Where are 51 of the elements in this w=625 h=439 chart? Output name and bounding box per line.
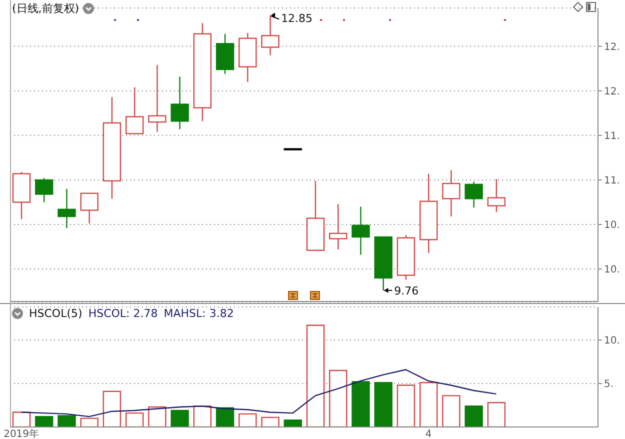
candlestick [329, 203, 348, 250]
y-tick-label: 10. [604, 264, 620, 276]
candlestick [148, 64, 166, 132]
bar [464, 406, 483, 427]
annotation: 12.85 [281, 12, 313, 26]
candlestick [58, 188, 76, 229]
bar [102, 390, 122, 427]
bar [396, 384, 416, 427]
bar [216, 407, 234, 427]
bar [374, 382, 392, 427]
bar [170, 410, 189, 427]
candlestick [35, 178, 54, 203]
y-tick-label: 11. [604, 175, 620, 186]
candlestick [352, 206, 370, 256]
bar [35, 416, 54, 427]
chart-title: HSCOL(5) [29, 307, 82, 320]
annotation: 9.76 [394, 284, 419, 298]
y-tick-label: 5. [604, 379, 614, 390]
candlestick [442, 170, 460, 218]
bar [261, 416, 280, 427]
candlestick [464, 181, 483, 208]
candlestick [80, 192, 98, 224]
bar [329, 370, 348, 427]
annotation: MAHSL: 3.82 [164, 307, 234, 320]
candlestick [125, 86, 144, 134]
annotation: HSCOL: 2.78 [88, 307, 158, 320]
y-tick-label: 10. [604, 336, 620, 347]
y-tick-label: 10. [604, 220, 620, 232]
bar [193, 406, 212, 427]
bar [238, 413, 257, 427]
candlestick [487, 178, 506, 213]
bar [12, 412, 31, 427]
bar [125, 412, 144, 427]
x-tick-label: 2019年 [4, 428, 40, 439]
y-tick-label: 12. [604, 42, 620, 53]
line-series [20, 369, 497, 418]
x-tick-label: 4 [425, 429, 432, 439]
candlestick [170, 76, 189, 130]
bar [487, 402, 506, 427]
y-tick-label: 11. [604, 130, 620, 142]
bar [419, 382, 438, 427]
chart-title: (日线,前复权) [12, 1, 80, 16]
bar [352, 381, 370, 427]
bar [442, 395, 460, 427]
bar [80, 418, 98, 427]
candlestick [261, 14, 280, 56]
y-tick-label: 12. [604, 86, 620, 98]
bar [284, 419, 302, 427]
bar [306, 324, 325, 427]
bar [148, 406, 166, 427]
bar [58, 415, 76, 427]
